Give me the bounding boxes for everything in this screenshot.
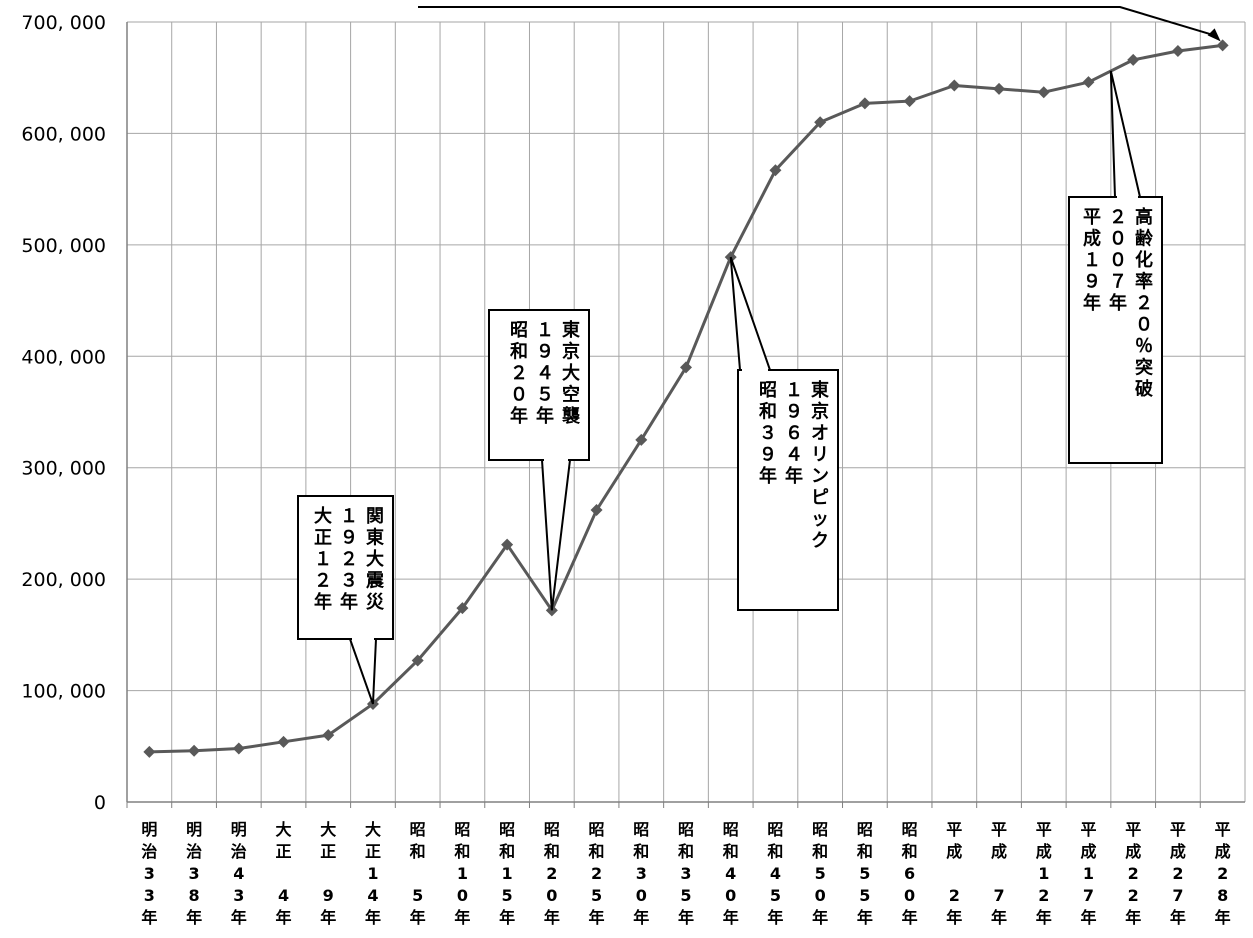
data-point <box>1127 53 1140 66</box>
data-point <box>769 164 782 177</box>
data-point <box>993 82 1006 95</box>
top-callout <box>418 6 1221 42</box>
callout-text-column: 関東大震災 <box>366 506 385 613</box>
callout-text-column: 大正１２年 <box>314 505 332 613</box>
callout-pointer <box>540 459 572 611</box>
data-point <box>277 735 290 748</box>
callout-pointer <box>729 256 772 371</box>
x-tick-label: 大正 4 年 <box>276 820 292 927</box>
callout-text-column: １９６４年 <box>785 380 803 487</box>
data-point <box>590 504 603 517</box>
x-tick-label: 昭和 4 5 年 <box>767 820 783 927</box>
y-axis: 0 100, 000 200, 000 300, 000 400, 000 500, 00… <box>21 12 128 814</box>
y-tick-label: 200, 000 <box>21 569 106 591</box>
series-line <box>149 43 1223 754</box>
callout-text-column: 東京大空襲 <box>562 319 581 427</box>
data-point <box>903 95 916 108</box>
x-tick-label: 昭和 1 5 年 <box>499 820 515 927</box>
callout-text-column: 東京オリンピック <box>811 379 829 552</box>
x-tick-label: 昭和 5 0 年 <box>812 820 828 927</box>
data-point <box>322 729 335 742</box>
data-point <box>635 433 648 446</box>
data-point <box>1171 44 1184 57</box>
callout-box <box>737 369 839 611</box>
data-point <box>188 744 201 757</box>
data-point <box>1082 76 1095 89</box>
callout-text-column: 平成１９年 <box>1083 207 1101 314</box>
x-tick-label: 平成 1 7 年 <box>1080 820 1096 927</box>
y-tick-label: 600, 000 <box>21 123 106 145</box>
data-point <box>143 745 156 758</box>
y-tick-label: 300, 000 <box>21 458 106 480</box>
x-tick-label: 昭和 2 5 年 <box>589 820 605 927</box>
x-tick-label: 大正 1 4 年 <box>365 820 381 927</box>
x-tick-label: 大正 9 年 <box>320 820 336 927</box>
top-callout-arrowhead <box>1207 28 1221 42</box>
data-point <box>948 79 961 92</box>
x-tick-label: 平成 2 2 年 <box>1125 820 1141 927</box>
x-tick-label: 明治 3 8 年 <box>186 820 202 927</box>
data-point <box>1216 39 1229 52</box>
callout-text-column: １９２３年 <box>340 506 358 613</box>
callout-text-column: ２００７年 <box>1109 207 1127 314</box>
top-callout-leader <box>418 6 1215 37</box>
callout-pointer <box>1109 70 1142 198</box>
callout-text-column: 昭和２０年 <box>510 320 528 427</box>
y-tick-label: 100, 000 <box>21 681 106 703</box>
callout-text-column: 昭和３９年 <box>759 380 777 487</box>
x-tick-label: 昭和 3 5 年 <box>678 820 694 927</box>
x-tick-label: 昭和 4 0 年 <box>723 820 739 927</box>
data-point <box>1037 86 1050 99</box>
x-tick-label: 平成 2 年 <box>946 820 962 927</box>
x-tick-label: 昭和 6 0 年 <box>902 820 918 927</box>
data-point <box>501 538 514 551</box>
y-tick-label: 400, 000 <box>21 346 106 368</box>
series-line-group <box>143 39 1229 758</box>
y-tick-label: 500, 000 <box>21 235 106 257</box>
y-tick-label: 0 <box>94 792 106 814</box>
data-point <box>232 742 245 755</box>
x-tick-label: 明治 3 3 年 <box>141 820 157 927</box>
data-point <box>814 116 827 129</box>
callout-box <box>297 495 394 640</box>
x-tick-label: 昭和 1 0 年 <box>454 820 470 927</box>
x-tick-label: 明治 4 3 年 <box>231 820 247 927</box>
callout-pointer <box>348 638 378 705</box>
x-tick-label: 平成 1 2 年 <box>1036 820 1052 927</box>
x-tick-label: 平成 2 7 年 <box>1170 820 1186 927</box>
data-point <box>411 654 424 667</box>
x-tick-label: 昭和 2 0 年 <box>544 820 560 927</box>
x-tick-label: 昭和 5 年 <box>410 820 426 927</box>
callout-text-column: 高齢化率２０％突破 <box>1135 206 1154 400</box>
x-tick-label: 昭和 5 5 年 <box>857 820 873 927</box>
x-tick-label: 昭和 3 0 年 <box>633 820 649 927</box>
data-point <box>456 602 469 615</box>
callout-text-column: １９４５年 <box>536 320 554 427</box>
data-point <box>680 361 692 374</box>
y-tick-label: 700, 000 <box>21 12 106 34</box>
callout-box <box>488 309 590 461</box>
data-point <box>858 97 871 110</box>
callout-box <box>1068 196 1163 464</box>
x-tick-label: 平成 7 年 <box>991 820 1007 927</box>
x-tick-label: 平成 2 8 年 <box>1215 820 1231 927</box>
x-axis: 明治 3 3 年 明治 3 8 年 明治 4 3 年 大正 4 年 大正 9 年 大正 1 4 年 昭和 5 年 昭和 1 0 年 昭和 1… <box>126 801 1245 927</box>
